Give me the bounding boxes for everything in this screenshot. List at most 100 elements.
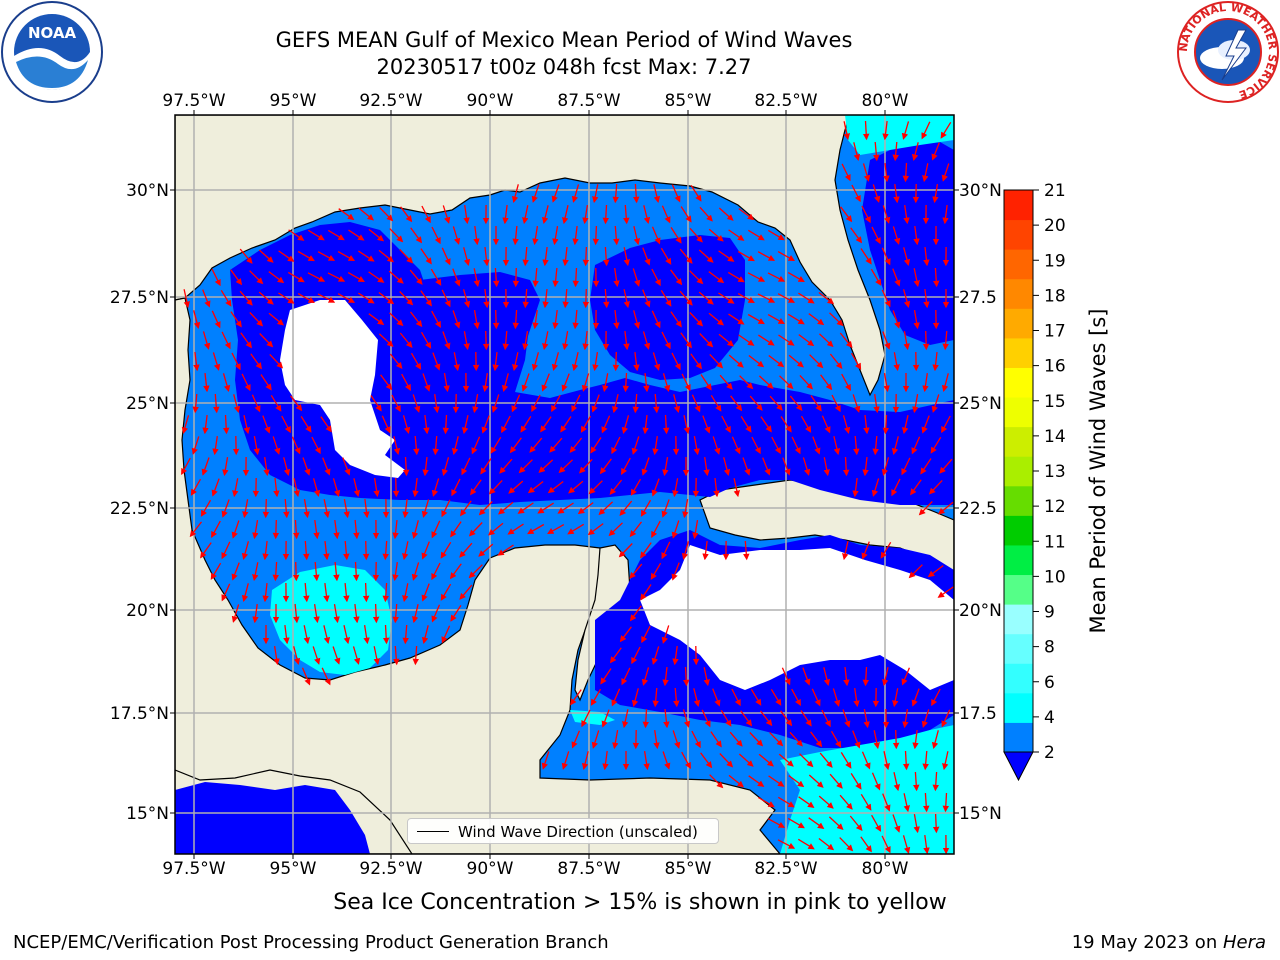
colorbar-segment: [1004, 515, 1033, 546]
wave-arrow: [378, 333, 394, 347]
colorbar-segment: [1004, 426, 1033, 457]
wave-arrow: [631, 688, 639, 707]
wave-arrow: [723, 457, 731, 476]
wave-arrow: [241, 583, 249, 602]
wave-arrow: [211, 310, 221, 329]
chart-title: GEFS MEAN Gulf of Mexico Mean Period of …: [275, 28, 853, 52]
wave-arrow: [842, 709, 851, 728]
wave-arrow: [757, 251, 776, 261]
wave-arrow: [452, 310, 461, 329]
wave-arrow: [353, 478, 361, 497]
wave-arrow: [700, 374, 712, 391]
wave-arrow: [883, 372, 890, 393]
wave-arrow: [881, 247, 891, 266]
wave-arrow: [273, 478, 280, 498]
wave-arrow: [508, 480, 524, 494]
wave-arrow: [497, 544, 514, 556]
wave-arrow: [611, 394, 619, 414]
fill-white-west: [280, 300, 405, 478]
wave-arrow: [931, 730, 939, 749]
wave-arrow: [537, 502, 554, 514]
wave-arrow: [442, 414, 450, 435]
wave-arrow: [641, 667, 650, 686]
wave-arrow: [689, 270, 704, 285]
wave-arrow: [860, 248, 872, 265]
wave-arrow: [861, 751, 871, 770]
wave-arrow: [811, 688, 821, 707]
wave-arrow: [572, 309, 579, 330]
wave-arrow: [342, 457, 351, 476]
wave-arrow: [347, 272, 365, 283]
wave-arrow: [728, 774, 745, 788]
lat-labels-right: 30°N 27.5 25°N 22.5 20°N 17.5 15°N: [959, 181, 1002, 824]
wave-arrow: [698, 249, 714, 263]
wave-arrow: [933, 267, 940, 288]
wave-arrow: [931, 688, 941, 707]
wave-arrow: [431, 562, 441, 581]
wave-arrow: [719, 374, 733, 390]
wave-arrow: [490, 436, 502, 454]
wave-arrow: [580, 415, 592, 433]
wave-arrow: [679, 248, 693, 264]
wave-arrow: [320, 416, 332, 433]
wave-arrow: [601, 415, 611, 434]
wave-arrow: [729, 731, 743, 747]
wave-arrow: [463, 205, 470, 225]
wave-arrow: [591, 730, 600, 749]
wave-arrow: [621, 415, 630, 434]
wave-arrow: [541, 373, 550, 392]
wave-arrow: [623, 247, 630, 267]
colorbar-tick-label: 11: [1044, 532, 1066, 552]
wave-arrow: [233, 394, 241, 413]
wave-arrow: [702, 415, 711, 434]
lon-label-top: 90°W: [467, 91, 514, 111]
wave-arrow: [740, 416, 752, 433]
wave-arrow: [932, 813, 940, 834]
wave-arrow: [392, 520, 399, 540]
wave-arrow: [633, 226, 641, 246]
colorbar-tick-label: 4: [1044, 708, 1055, 728]
wave-arrow: [787, 313, 805, 325]
lon-labels-bottom: 97.5°W 95°W 92.5°W 90°W 87.5°W 85°W 82.5°W 80°W: [162, 859, 908, 879]
wave-arrow: [613, 310, 620, 330]
wave-arrow: [727, 271, 745, 283]
wave-arrow: [891, 436, 899, 455]
wave-arrow: [710, 394, 722, 412]
wave-arrow: [850, 227, 863, 244]
wave-arrow: [323, 583, 330, 603]
wave-arrow: [410, 227, 423, 244]
wave-arrow: [751, 436, 761, 455]
wave-arrow: [211, 520, 221, 539]
wave-arrow: [572, 226, 579, 246]
wave-arrow: [453, 352, 460, 372]
wave-arrow: [517, 502, 534, 514]
wave-arrow: [651, 310, 661, 329]
wave-arrow: [241, 541, 250, 560]
wave-arrow: [670, 269, 683, 286]
wave-arrow: [850, 352, 862, 370]
wave-arrow: [841, 163, 851, 182]
wave-arrow: [292, 561, 300, 582]
wave-arrow: [278, 292, 295, 304]
wave-arrow: [829, 773, 843, 789]
wave-arrow: [871, 814, 882, 832]
wave-arrow: [808, 817, 825, 829]
wave-arrow: [502, 205, 509, 225]
wave-arrow: [512, 267, 520, 288]
wave-arrow: [652, 436, 659, 456]
wave-arrow: [728, 313, 745, 325]
wave-arrow: [461, 415, 469, 435]
wave-arrow: [281, 415, 291, 434]
wave-arrow: [307, 229, 325, 241]
map-legend: Wind Wave Direction (unscaled): [407, 818, 719, 844]
wave-arrow: [693, 435, 700, 456]
wave-arrow: [873, 394, 880, 414]
wave-arrow: [942, 205, 949, 225]
wave-arrow: [942, 792, 950, 813]
lon-label-bottom: 85°W: [665, 859, 712, 879]
wave-arrow: [343, 583, 350, 603]
wave-arrow: [409, 311, 423, 328]
wave-arrow: [643, 205, 651, 224]
wave-arrow: [512, 309, 519, 330]
wave-arrow: [562, 330, 569, 351]
